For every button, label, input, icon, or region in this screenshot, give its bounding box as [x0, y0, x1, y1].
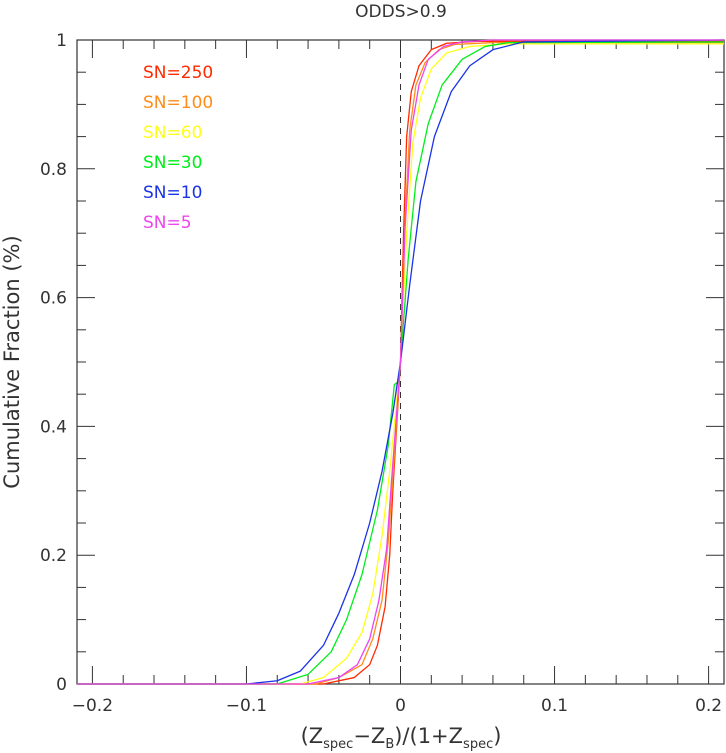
- x-tick-label: −0.2: [72, 696, 113, 716]
- y-tick-label: 0: [56, 675, 67, 695]
- y-axis-title: Cumulative Fraction (%): [0, 235, 24, 488]
- legend-entry: SN=5: [143, 213, 192, 233]
- y-axis-tick-labels: 0 0.2 0.4 0.6 0.8 1: [40, 31, 67, 695]
- x-axis-tick-labels: −0.2 −0.1 0 0.1 0.2: [72, 696, 722, 716]
- x-tick-label: 0.2: [695, 696, 722, 716]
- x-axis-title-part: )/(1+Z: [394, 724, 463, 748]
- x-axis-title: (Zspec−ZB)/(1+Zspec): [301, 724, 502, 752]
- y-tick-label: 0.8: [40, 160, 67, 180]
- x-axis-title-subscript: spec: [323, 737, 353, 752]
- y-tick-label: 0.4: [40, 417, 67, 437]
- chart-title: ODDS>0.9: [355, 2, 447, 22]
- y-tick-label: 0.6: [40, 289, 67, 309]
- legend-entry: SN=30: [143, 153, 202, 173]
- legend-entry: SN=100: [143, 93, 213, 113]
- y-tick-label: 1: [56, 31, 67, 51]
- x-axis-title-subscript: B: [385, 737, 394, 752]
- series-lines: [77, 39, 725, 685]
- legend-entry: SN=10: [143, 183, 202, 203]
- x-tick-label: 0.1: [541, 696, 568, 716]
- legend: SN=250 SN=100 SN=60 SN=30 SN=10 SN=5: [143, 63, 213, 233]
- series-line-sn-5: [77, 39, 724, 685]
- y-axis-ticks: [77, 39, 724, 685]
- x-tick-label: −0.1: [226, 696, 267, 716]
- legend-entry: SN=250: [143, 63, 213, 83]
- legend-entry: SN=60: [143, 123, 202, 143]
- y-tick-label: 0.2: [40, 546, 67, 566]
- series-line-sn-10: [77, 39, 725, 685]
- x-axis-title-part: (Z: [301, 724, 324, 748]
- x-axis-title-part: −Z: [353, 724, 385, 748]
- x-axis-title-part: ): [493, 724, 501, 748]
- x-tick-label: 0: [395, 696, 406, 716]
- x-axis-title-subscript: spec: [463, 737, 493, 752]
